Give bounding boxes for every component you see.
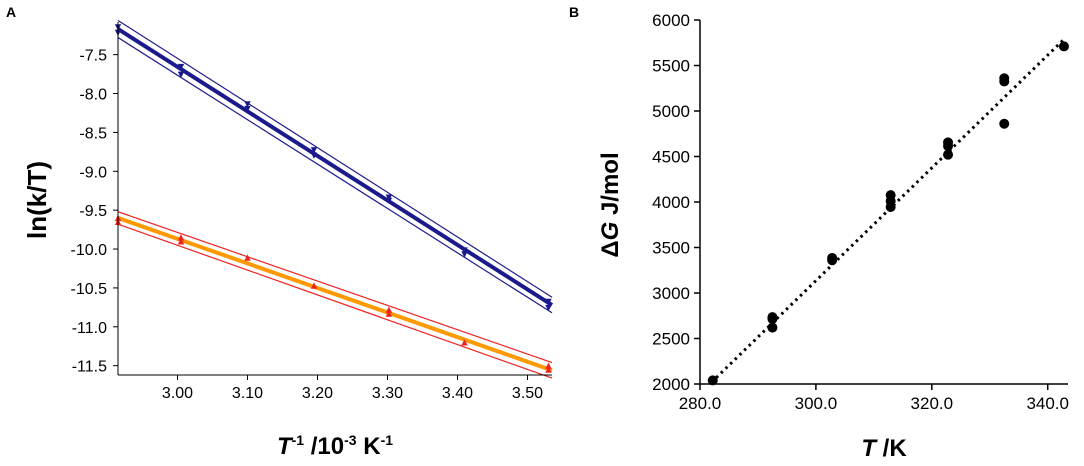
panel-b-data-point: [943, 149, 954, 160]
panel-a-data-point: [310, 152, 318, 159]
y-title-unit: J/mol: [597, 152, 624, 221]
panel-b-chart: B 280.0 300.0 320.0 340.0 2000 2500 3000 3500 4…: [569, 4, 1069, 462]
panel-b-x-axis-title: T /K: [861, 435, 907, 462]
panel-a-y-tick-label: -10.5: [71, 281, 108, 298]
panel-b-y-tick-label: 4500: [652, 148, 690, 167]
panel-a-y-axis-title: ln(k/T): [22, 161, 52, 239]
panel-a-y-tick-label: -8.0: [79, 87, 107, 104]
panel-b-y-tick-label: 2000: [652, 375, 690, 394]
panel-a-data-point: [244, 101, 251, 108]
panel-a-x-tick-label: 3.40: [442, 385, 473, 402]
panel-b-data-point: [707, 375, 718, 386]
panel-a-x-tick-label: 3.10: [232, 385, 263, 402]
panel-b-y-tick-label: 4000: [652, 193, 690, 212]
panel-a-data-point: [177, 238, 185, 245]
x-title-scale: /10: [304, 433, 344, 460]
panel-a-orange-fit-line: [117, 216, 553, 373]
panel-b-data-point: [767, 312, 778, 323]
panel-b-y-tick-label: 5500: [652, 57, 690, 76]
panel-b-y-tick-label: 5000: [652, 102, 690, 121]
panel-a-y-tick-label: -9.0: [79, 164, 107, 181]
panel-a-data-point: [385, 310, 393, 317]
x-title-sup-1: -1: [292, 432, 305, 448]
panel-b-trendline: [710, 37, 1067, 384]
panel-a-data-point: [461, 339, 468, 346]
panel-a-y-tick-label: -8.5: [79, 125, 107, 142]
panel-b-x-tick-label: 340.0: [1026, 394, 1069, 413]
panel-b-data-point: [767, 322, 778, 333]
panel-b-data-point: [999, 118, 1010, 129]
panel-a-orange-band-lower: [117, 223, 553, 379]
panel-a-y-tick-label: -11.5: [72, 359, 107, 376]
x-title-symbol: T: [277, 433, 294, 460]
panel-a-label: A: [6, 4, 16, 20]
panel-b-y-tick-label: 3500: [652, 239, 690, 258]
panel-a-orange-band-upper: [117, 211, 553, 364]
panel-b-x-tick-label: 320.0: [911, 394, 954, 413]
panel-a-data-point: [244, 254, 251, 261]
panel-b-data-point: [999, 73, 1010, 84]
panel-a-blue-band-upper: [117, 19, 553, 298]
panel-a-x-axis-title: T-1 /10-3 K-1: [277, 432, 393, 460]
x-title-sup-2: -3: [344, 432, 357, 448]
panel-a-data-point: [545, 304, 552, 312]
panel-a-data-point: [461, 247, 468, 254]
panel-b-x-tick-label: 280.0: [679, 394, 722, 413]
panel-a-data-point: [177, 63, 185, 71]
panel-a-x-tick-label: 3.50: [512, 385, 543, 402]
panel-a-x-tick-label: 3.00: [162, 385, 193, 402]
panel-a-y-tick-label: -10.0: [71, 242, 108, 259]
panel-b-y-tick-label: 6000: [652, 11, 690, 30]
x-title-unit: K: [357, 433, 382, 460]
x-title-sup-3: -1: [381, 432, 394, 448]
panel-a-y-tick-label: -9.5: [79, 203, 107, 220]
panel-a-x-tick-label: 3.30: [372, 385, 403, 402]
panel-a-data-point: [461, 251, 468, 258]
panel-b-y-tick-label: 3000: [652, 284, 690, 303]
panel-a-data-point: [545, 366, 552, 373]
y-title-symbol: G: [597, 222, 624, 241]
b-x-title-unit: /K: [876, 435, 907, 462]
panel-a-y-tick-label: -11.0: [72, 320, 107, 337]
panel-a-data-point: [177, 71, 185, 79]
panel-a-data-point: [310, 282, 318, 289]
panel-b-data-point: [827, 252, 838, 263]
panel-a-data-point: [385, 306, 393, 313]
panel-a-data-point: [545, 298, 552, 306]
panel-b-data-point: [943, 137, 954, 148]
panel-a-data-point: [310, 147, 318, 154]
panel-b-y-tick-label: 2500: [652, 330, 690, 349]
panel-a-x-tick-label: 3.20: [302, 385, 333, 402]
panel-a-blue-band-lower: [117, 37, 553, 314]
panel-a-data-point: [385, 197, 393, 205]
panel-b-x-tick-label: 300.0: [795, 394, 838, 413]
panel-a-y-tick-label: -7.5: [79, 48, 107, 65]
b-x-title-symbol: T: [861, 435, 878, 462]
panel-b-data-point: [1058, 41, 1069, 52]
panel-b-y-axis-title: ΔG J/mol: [597, 152, 624, 257]
panel-a-data-point: [244, 105, 251, 113]
panel-a-data-point: [545, 362, 552, 369]
panel-a-chart: A 3.00 3.10 3.20 3.30 3.40 3.50 -7.5 -8.0 -8.5 -…: [6, 4, 554, 460]
panel-a-data-point: [177, 234, 185, 241]
panel-b-data-point: [885, 190, 896, 201]
y-title-delta: Δ: [597, 240, 624, 257]
panel-a-blue-fit-line: [116, 27, 554, 307]
panel-b-label: B: [569, 4, 579, 20]
